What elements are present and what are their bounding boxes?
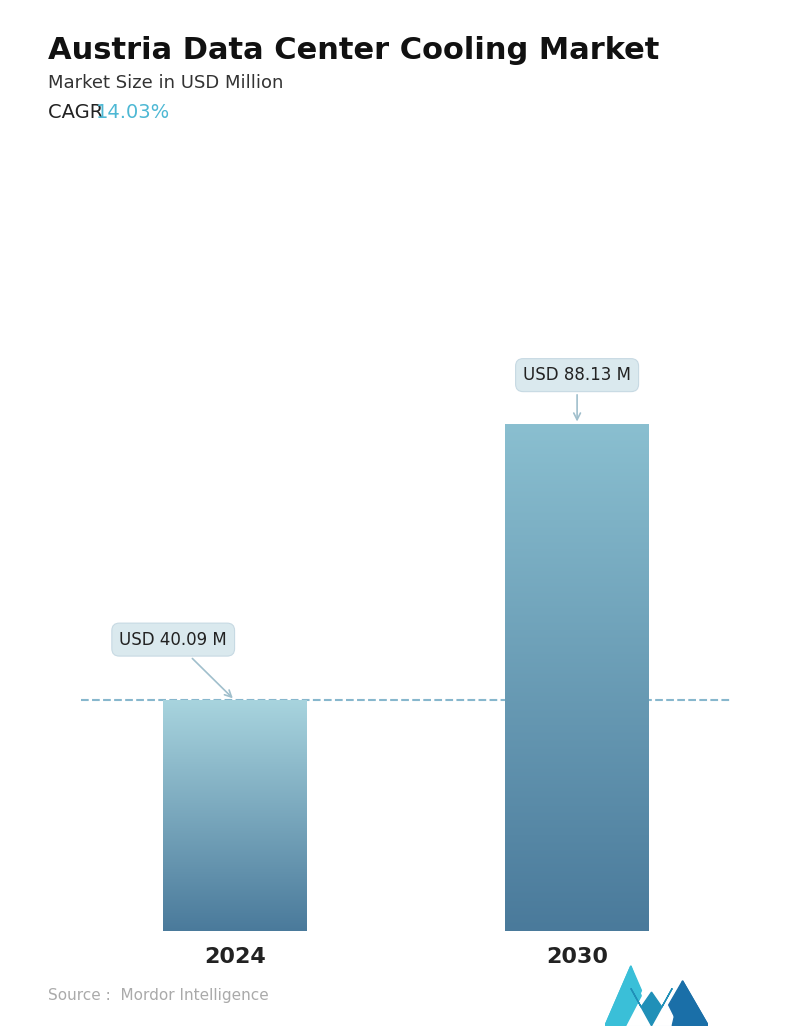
Text: Source :  Mordor Intelligence: Source : Mordor Intelligence: [48, 987, 268, 1003]
Text: 14.03%: 14.03%: [96, 103, 170, 122]
Polygon shape: [631, 989, 673, 1026]
Polygon shape: [657, 981, 708, 1026]
Text: Austria Data Center Cooling Market: Austria Data Center Cooling Market: [48, 36, 659, 65]
Polygon shape: [605, 966, 642, 1026]
Polygon shape: [605, 966, 657, 1026]
Text: Market Size in USD Million: Market Size in USD Million: [48, 74, 283, 92]
Polygon shape: [626, 973, 677, 1026]
Polygon shape: [673, 981, 708, 1026]
Text: USD 88.13 M: USD 88.13 M: [523, 366, 631, 420]
Text: CAGR: CAGR: [48, 103, 115, 122]
Text: USD 40.09 M: USD 40.09 M: [119, 631, 232, 697]
